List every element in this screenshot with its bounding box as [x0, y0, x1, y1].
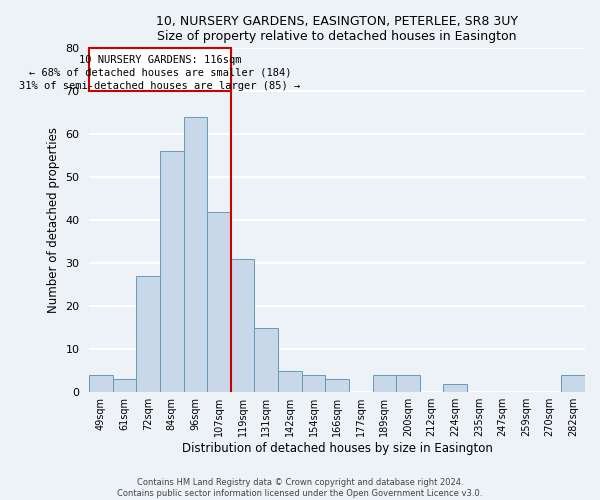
Bar — [89, 375, 113, 392]
Bar — [302, 375, 325, 392]
Bar — [184, 117, 207, 392]
X-axis label: Distribution of detached houses by size in Easington: Distribution of detached houses by size … — [182, 442, 493, 455]
Bar — [254, 328, 278, 392]
Bar — [231, 259, 254, 392]
Bar — [113, 380, 136, 392]
Text: Contains HM Land Registry data © Crown copyright and database right 2024.
Contai: Contains HM Land Registry data © Crown c… — [118, 478, 482, 498]
Bar — [396, 375, 420, 392]
Bar — [136, 276, 160, 392]
Text: 31% of semi-detached houses are larger (85) →: 31% of semi-detached houses are larger (… — [19, 80, 301, 90]
Bar — [562, 375, 585, 392]
Text: ← 68% of detached houses are smaller (184): ← 68% of detached houses are smaller (18… — [29, 68, 291, 78]
Text: 10 NURSERY GARDENS: 116sqm: 10 NURSERY GARDENS: 116sqm — [79, 55, 241, 65]
Bar — [325, 380, 349, 392]
Bar — [278, 370, 302, 392]
Title: 10, NURSERY GARDENS, EASINGTON, PETERLEE, SR8 3UY
Size of property relative to d: 10, NURSERY GARDENS, EASINGTON, PETERLEE… — [156, 15, 518, 43]
FancyBboxPatch shape — [89, 48, 231, 92]
Y-axis label: Number of detached properties: Number of detached properties — [47, 128, 60, 314]
Bar — [160, 152, 184, 392]
Bar — [443, 384, 467, 392]
Bar — [373, 375, 396, 392]
Bar — [207, 212, 231, 392]
